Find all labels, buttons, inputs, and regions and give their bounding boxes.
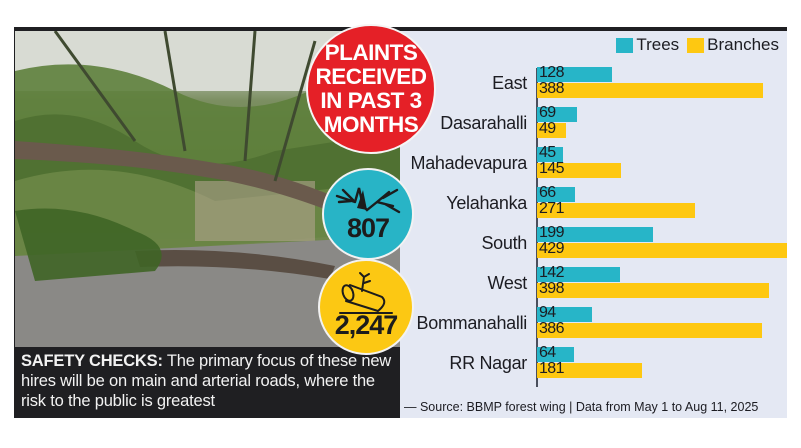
trees-total-badge: 807 [322,168,414,260]
trees-bar: 45 [537,144,563,162]
bar-value-label: 386 [539,320,565,337]
bar-value-label: 69 [539,104,556,121]
fallen-tree-illustration [15,31,405,347]
headline-line: RECEIVED [315,64,427,89]
bar-value-label: 271 [539,200,565,217]
chart-row: Yelahanka 66 271 [400,184,787,228]
bar-value-label: 145 [539,160,565,177]
chart-row: South 199 429 [400,224,787,268]
bar-value-label: 45 [539,144,556,161]
photo-caption: SAFETY CHECKS: The primary focus of thes… [15,347,400,418]
fallen-tree-icon [335,187,401,214]
source-note: — Source: BBMP forest wing | Data from M… [404,400,759,414]
caption-lead: SAFETY CHECKS: [21,352,163,370]
branches-bar: 49 [537,120,566,138]
branches-bar: 145 [537,160,621,178]
category-label: Dasarahalli [440,113,527,133]
chart-row: Mahadevapura 45 145 [400,144,787,188]
chart-legend: Trees Branches [608,35,779,55]
branches-bar: 271 [537,200,695,218]
category-label: Mahadevapura [410,153,528,173]
trees-bar: 94 [537,304,592,322]
headline-line: IN PAST 3 [320,88,422,113]
branches-bar: 386 [537,320,762,338]
log-branch-icon [339,272,393,314]
bar-value-label: 398 [539,280,565,297]
bar-value-label: 429 [539,240,565,257]
trees-bar: 69 [537,104,577,122]
headline-line: MONTHS [323,112,419,137]
trees-bar: 66 [537,184,575,202]
chart-row: RR Nagar 64 181 [400,344,787,388]
legend-trees: Trees [636,35,680,54]
branches-bar: 398 [537,280,769,298]
bar-value-label: 64 [539,344,556,361]
legend-branches: Branches [707,35,779,54]
caption-text: The primary focus of these new hires wil… [21,352,392,410]
trees-bar: 128 [537,64,612,82]
bar-value-label: 388 [539,80,565,97]
trees-bar: 199 [537,224,653,242]
trees-bar: 142 [537,264,620,282]
branches-bar: 388 [537,80,763,98]
chart-row: West 142 398 [400,264,787,308]
branches-bar: 429 [537,240,787,258]
bar-value-label: 49 [539,120,556,137]
branches-swatch-icon [687,37,705,53]
category-label: RR Nagar [449,353,527,373]
headline-line: PLAINTS [324,40,418,65]
chart-row: Bommanahalli 94 386 [400,304,787,348]
chart-row: Dasarahalli 69 49 [400,104,787,148]
chart-panel: Trees Branches East 128 388 Dasarahalli 69 49… [400,31,787,418]
bar-value-label: 199 [539,224,565,241]
category-label: East [492,73,527,93]
trees-swatch-icon [616,37,634,53]
category-label: West [487,273,528,293]
trees-bar: 64 [537,344,574,362]
trees-total-value: 807 [346,213,390,243]
bar-value-label: 128 [539,64,565,81]
bar-value-label: 94 [539,304,556,321]
branches-bar: 181 [537,360,642,378]
branches-total-badge: 2,247 [318,259,414,355]
branches-total-value: 2,247 [334,310,399,340]
category-label: South [481,233,527,253]
bar-value-label: 66 [539,184,556,201]
chart-row: East 128 388 [400,64,787,108]
headline-badge: PLAINTS RECEIVED IN PAST 3 MONTHS [306,24,436,154]
bar-value-label: 142 [539,264,565,281]
category-label: Bommanahalli [416,313,528,333]
category-label: Yelahanka [446,193,527,213]
bar-value-label: 181 [539,360,565,377]
